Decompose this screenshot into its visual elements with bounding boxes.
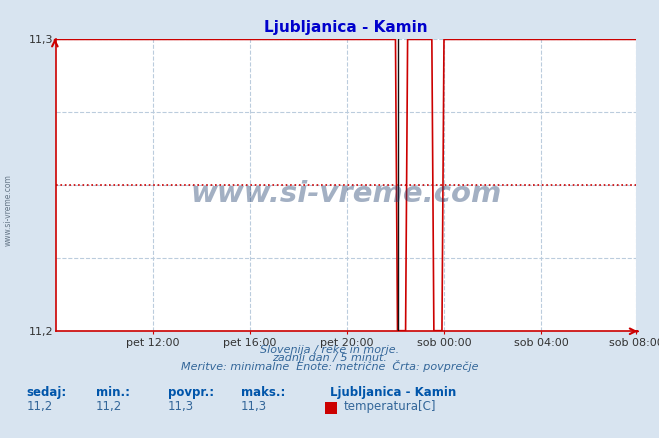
Text: sedaj:: sedaj: <box>26 386 67 399</box>
Text: temperatura[C]: temperatura[C] <box>344 399 436 413</box>
Text: min.:: min.: <box>96 386 130 399</box>
Text: povpr.:: povpr.: <box>168 386 214 399</box>
Text: 11,2: 11,2 <box>96 399 122 413</box>
Text: www.si-vreme.com: www.si-vreme.com <box>3 174 13 246</box>
Text: zadnji dan / 5 minut.: zadnji dan / 5 minut. <box>272 353 387 364</box>
Text: Ljubljanica - Kamin: Ljubljanica - Kamin <box>330 386 456 399</box>
Text: maks.:: maks.: <box>241 386 285 399</box>
Text: www.si-vreme.com: www.si-vreme.com <box>190 180 501 208</box>
Text: 11,2: 11,2 <box>26 399 53 413</box>
Text: Meritve: minimalne  Enote: metrične  Črta: povprečje: Meritve: minimalne Enote: metrične Črta:… <box>181 360 478 372</box>
Text: 11,3: 11,3 <box>168 399 194 413</box>
Text: Slovenija / reke in morje.: Slovenija / reke in morje. <box>260 345 399 355</box>
Title: Ljubljanica - Kamin: Ljubljanica - Kamin <box>264 21 428 35</box>
Text: 11,3: 11,3 <box>241 399 267 413</box>
